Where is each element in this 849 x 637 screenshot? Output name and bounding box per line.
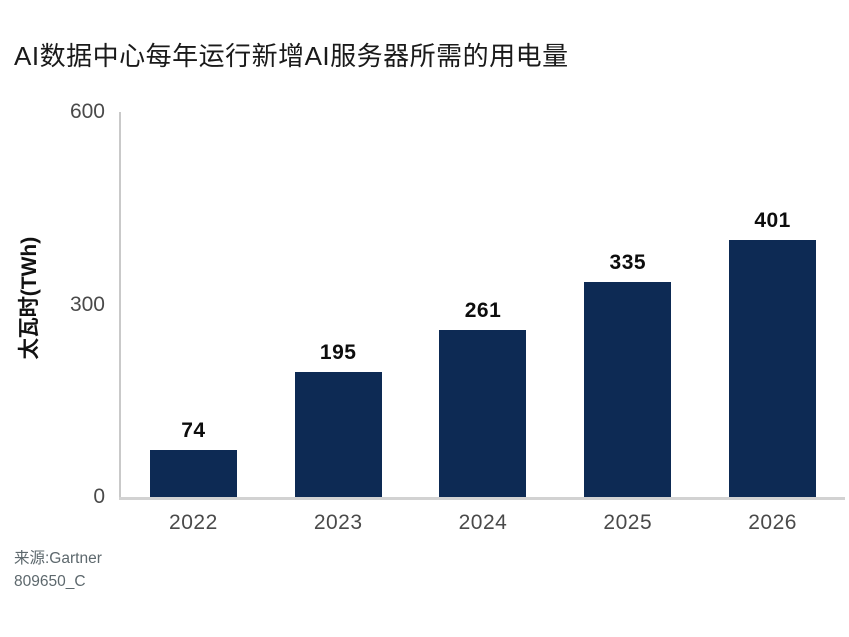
bar-value-label-2023: 195 [319,340,357,364]
chart-title: AI数据中心每年运行新增AI服务器所需的用电量 [14,41,569,71]
y-tick-label-600: 600 [69,100,105,123]
bar-value-label-2024: 261 [464,298,502,322]
bar-group-2025: 335 [555,251,700,497]
x-axis-labels: 2022 2023 2024 2025 2026 [121,511,845,535]
y-axis-line [119,112,121,498]
bar-group-2022: 74 [121,418,266,497]
x-axis-line [119,497,845,500]
bar-2025 [584,282,672,497]
bar-2022 [149,449,237,497]
y-tick-label-300: 300 [69,292,105,316]
bar-value-label-2022: 74 [181,418,206,442]
bar-group-2024: 261 [411,298,556,497]
y-axis-title: 太瓦时(TWh) [18,236,41,360]
x-tick-label-2026: 2026 [748,511,797,534]
bar-value-label-2025: 335 [609,251,647,274]
source-note: 来源:Gartner 809650_C [14,547,102,593]
source-line: 来源:Gartner [14,550,102,567]
x-tick-label-2022: 2022 [169,511,218,534]
doc-code: 809650_C [14,573,86,590]
x-tick-label-2025: 2025 [603,511,653,534]
x-tick-label-2023: 2023 [313,511,363,534]
bar-2024 [439,329,527,497]
bar-group-2023: 195 [266,341,411,497]
x-tick-label-2024: 2024 [458,511,508,534]
bar-2023 [294,371,382,497]
y-tick-label-0: 0 [93,485,105,508]
bars-container: 74 195 261 335 401 [121,112,845,497]
bar-group-2026: 401 [700,209,845,497]
bar-value-label-2026: 401 [754,208,791,232]
bar-2026 [729,239,817,497]
